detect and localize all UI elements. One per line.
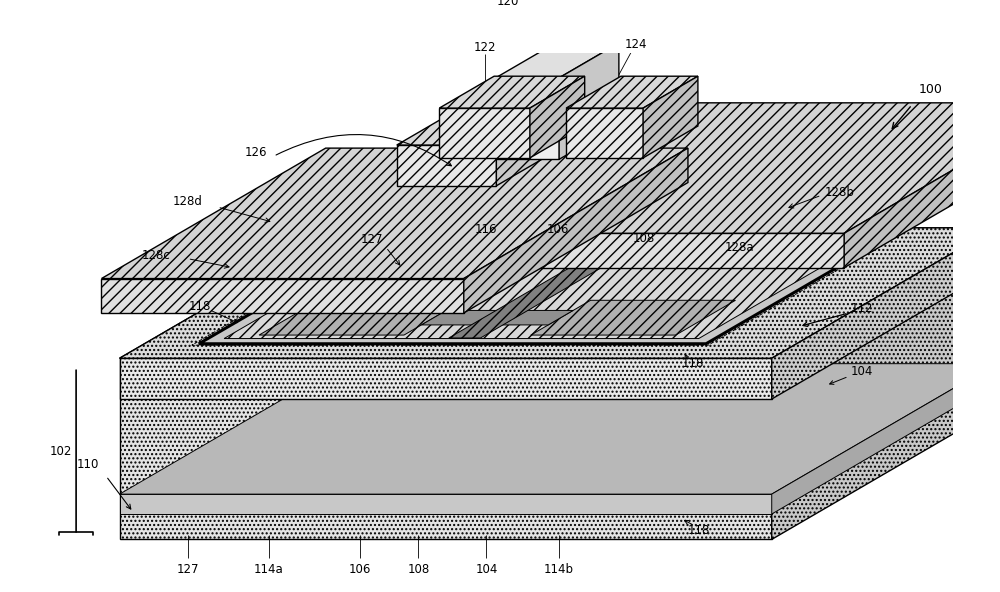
- Polygon shape: [283, 233, 844, 268]
- Text: 127: 127: [361, 233, 384, 246]
- Polygon shape: [397, 113, 551, 145]
- Text: 120: 120: [496, 0, 519, 8]
- Text: 108: 108: [633, 231, 655, 244]
- Polygon shape: [120, 358, 772, 539]
- Polygon shape: [120, 494, 772, 514]
- Text: 106: 106: [547, 223, 569, 236]
- Text: 128d: 128d: [173, 195, 202, 208]
- Polygon shape: [120, 228, 996, 358]
- Polygon shape: [566, 76, 698, 108]
- Polygon shape: [439, 76, 585, 108]
- Polygon shape: [559, 43, 619, 159]
- Polygon shape: [421, 310, 573, 325]
- Text: 124: 124: [625, 38, 648, 51]
- Text: 102: 102: [50, 445, 72, 458]
- Text: 108: 108: [407, 563, 430, 576]
- Text: 122: 122: [473, 41, 496, 54]
- Text: 128c: 128c: [141, 249, 170, 262]
- Polygon shape: [530, 76, 585, 158]
- Text: 116: 116: [474, 223, 497, 236]
- Polygon shape: [844, 103, 1000, 268]
- FancyArrowPatch shape: [276, 134, 451, 166]
- Text: 106: 106: [348, 563, 371, 576]
- Polygon shape: [259, 300, 464, 335]
- Text: 100: 100: [918, 83, 942, 96]
- Polygon shape: [643, 76, 698, 158]
- Polygon shape: [439, 108, 530, 158]
- Polygon shape: [464, 148, 688, 313]
- Text: 114a: 114a: [254, 563, 284, 576]
- Polygon shape: [772, 228, 996, 399]
- Text: 126: 126: [244, 146, 267, 159]
- Polygon shape: [531, 300, 735, 335]
- Polygon shape: [101, 279, 464, 313]
- Text: 112: 112: [851, 302, 874, 315]
- Polygon shape: [449, 268, 600, 338]
- Polygon shape: [224, 268, 820, 339]
- Polygon shape: [772, 228, 996, 539]
- Text: 104: 104: [851, 365, 873, 378]
- Text: 128b: 128b: [825, 186, 855, 199]
- Text: 128a: 128a: [724, 241, 754, 254]
- Polygon shape: [199, 263, 846, 344]
- Text: 118: 118: [189, 300, 211, 313]
- Polygon shape: [120, 358, 772, 399]
- Polygon shape: [496, 78, 559, 159]
- Polygon shape: [772, 363, 996, 514]
- Polygon shape: [566, 108, 643, 158]
- Polygon shape: [101, 148, 688, 279]
- Text: 118: 118: [688, 524, 710, 537]
- Polygon shape: [496, 43, 619, 78]
- Polygon shape: [397, 145, 496, 186]
- Polygon shape: [283, 103, 1000, 233]
- Text: 127: 127: [176, 563, 199, 576]
- Text: 110: 110: [77, 458, 99, 471]
- Polygon shape: [496, 113, 551, 186]
- Text: 118: 118: [681, 357, 704, 370]
- Polygon shape: [120, 228, 996, 358]
- Polygon shape: [120, 363, 996, 494]
- Text: 114b: 114b: [544, 563, 574, 576]
- Text: 104: 104: [475, 563, 498, 576]
